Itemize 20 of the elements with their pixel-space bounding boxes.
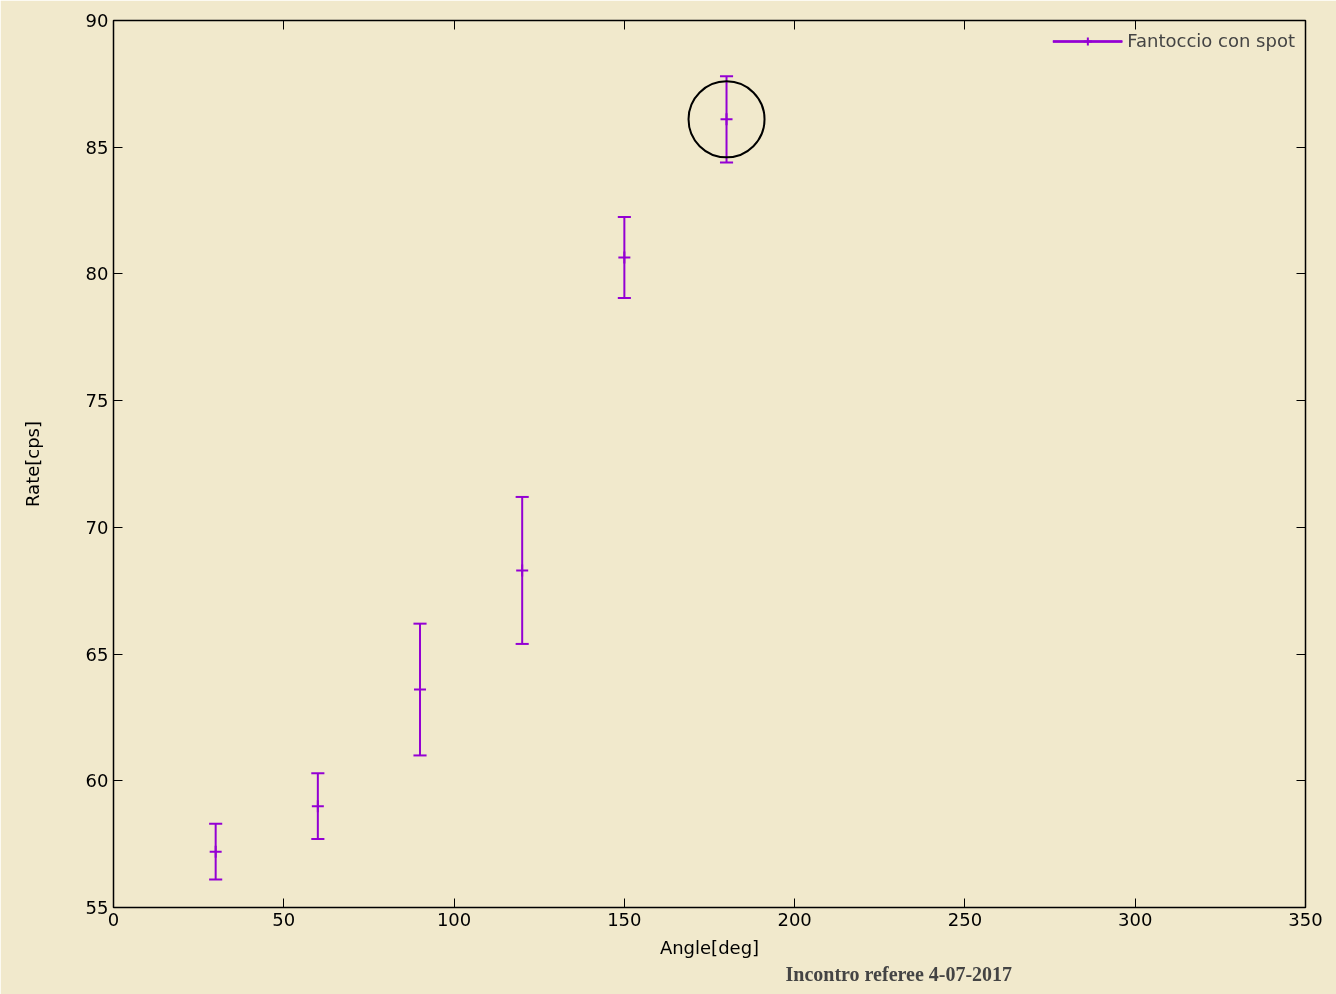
legend-label: Fantoccio con spot <box>1127 30 1295 51</box>
x-tick-label: 50 <box>272 908 296 930</box>
x-tick-label: 150 <box>607 908 642 930</box>
y-tick-label: 55 <box>85 897 109 918</box>
x-tick-label: 350 <box>1288 908 1323 930</box>
x-tick-label: 100 <box>436 908 472 930</box>
x-tick-label: 300 <box>1118 908 1153 930</box>
y-tick-label: 65 <box>85 643 109 665</box>
x-tick-label: 250 <box>947 908 983 930</box>
text: Incontro referee 4-07-2017 <box>785 962 1013 985</box>
y-tick-label: 90 <box>85 10 109 31</box>
x-axis-title: Angle[deg] <box>659 936 760 958</box>
y-tick-label: 60 <box>85 770 109 792</box>
y-axis-title: Rate[cps] <box>21 420 43 508</box>
x-tick-label: 0 <box>107 908 120 930</box>
y-tick-label: 75 <box>85 390 109 412</box>
y-tick-label: 85 <box>85 136 109 158</box>
x-tick-label: 200 <box>777 908 812 930</box>
y-tick-label: 80 <box>85 263 109 285</box>
y-tick-label: 70 <box>85 516 109 538</box>
